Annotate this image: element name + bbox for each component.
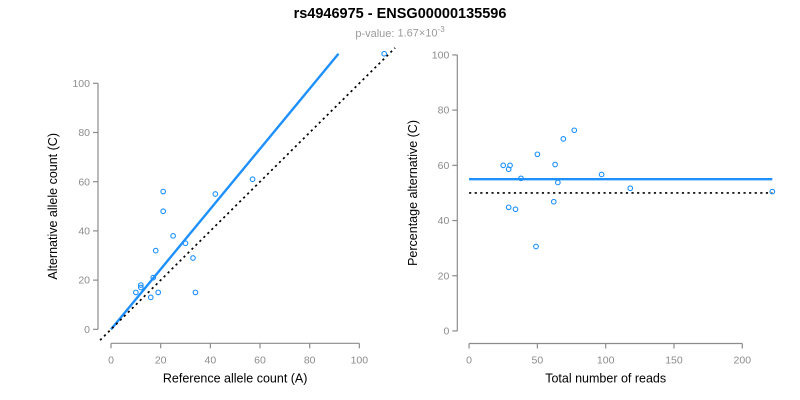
pvalue-exponent: -3: [437, 25, 445, 34]
y-tick-label: 100: [432, 50, 450, 62]
x-tick-label: 40: [205, 354, 217, 366]
pvalue-subtitle: p-value: 1.67×10-3: [0, 25, 800, 40]
y-tick-label: 60: [78, 176, 90, 188]
pvalue-mantissa: 1.67: [397, 27, 419, 40]
x-axis-title: Reference allele count (A): [163, 371, 308, 385]
data-point: [147, 294, 154, 301]
data-point: [150, 274, 157, 281]
y-axis-title: Alternative allele count (C): [46, 133, 60, 280]
y-tick-label: 20: [78, 275, 90, 287]
data-point: [137, 282, 144, 288]
identity-line: [99, 47, 396, 341]
data-point: [598, 171, 605, 178]
x-tick-label: 0: [108, 354, 114, 366]
y-tick-label: 0: [443, 326, 449, 338]
x-tick-label: 100: [351, 354, 369, 366]
y-tick-label: 80: [438, 105, 450, 117]
y-tick-label: 20: [438, 270, 450, 282]
y-tick-label: 40: [438, 215, 450, 227]
data-point: [534, 151, 541, 158]
x-tick-label: 80: [304, 354, 316, 366]
pvalue-label: p-value:: [355, 27, 395, 40]
data-point: [381, 50, 388, 57]
data-point: [137, 284, 144, 291]
data-point: [512, 206, 519, 213]
data-point: [550, 198, 557, 205]
y-axis-title: Percentage alternative (C): [406, 120, 420, 266]
y-tick-label: 80: [78, 127, 90, 139]
data-point: [560, 136, 567, 142]
x-tick-label: 150: [665, 355, 683, 367]
data-point: [518, 175, 524, 182]
data-point: [533, 243, 539, 250]
data-point: [160, 208, 167, 215]
plot-title: rs4946975 - ENSG00000135596: [293, 6, 507, 22]
data-point: [552, 161, 558, 168]
data-point: [555, 179, 561, 186]
x-tick-label: 50: [532, 355, 544, 367]
x-tick-label: 20: [155, 354, 167, 366]
data-point: [769, 188, 776, 195]
fit-line: [110, 53, 340, 331]
data-point: [500, 162, 507, 169]
x-tick-label: 100: [597, 355, 615, 367]
data-point: [571, 127, 578, 134]
data-point: [182, 240, 189, 247]
data-point: [627, 185, 634, 192]
x-axis-title: Total number of reads: [545, 372, 666, 386]
data-point: [505, 166, 512, 173]
y-tick-label: 0: [84, 324, 90, 336]
data-point: [160, 188, 167, 195]
data-point: [192, 289, 199, 296]
x-tick-label: 0: [466, 355, 472, 367]
data-point: [155, 289, 162, 296]
data-point: [190, 255, 196, 261]
y-tick-label: 40: [78, 226, 90, 238]
x-tick-label: 200: [734, 355, 752, 367]
y-tick-label: 60: [438, 160, 450, 172]
data-point: [505, 204, 512, 211]
data-point: [133, 289, 139, 296]
data-point: [212, 191, 219, 197]
data-point: [170, 232, 176, 239]
y-tick-label: 100: [72, 78, 90, 90]
data-point: [152, 247, 159, 254]
data-point: [249, 176, 256, 183]
x-tick-label: 60: [254, 354, 266, 366]
pvalue-times-ten: ×10: [418, 27, 438, 40]
